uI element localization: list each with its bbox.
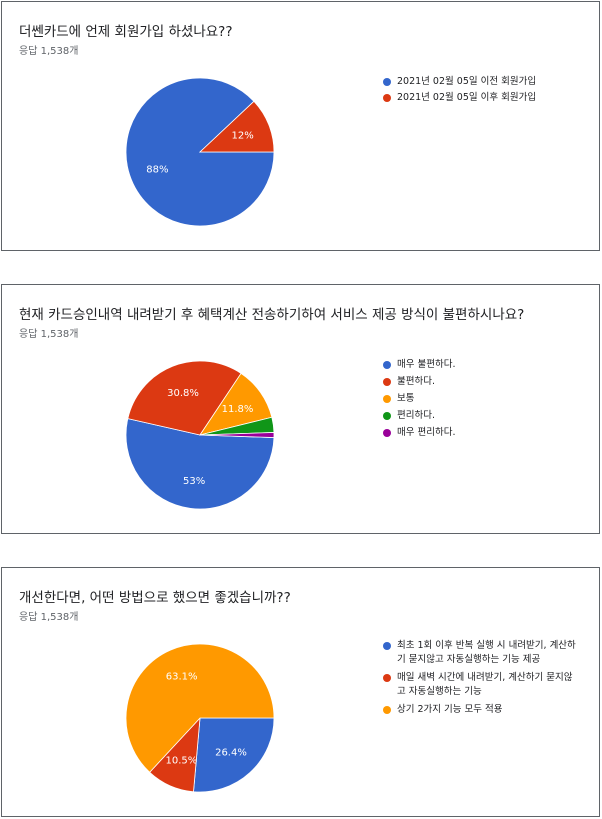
slice-label: 26.4% [215, 747, 247, 758]
legend-label: 상기 2가지 기능 모두 적용 [397, 704, 503, 715]
legend-item: 매일 새벽 시간에 내려받기, 계산하기 묻지않고 자동실행하는 기능 [383, 671, 579, 699]
chart-legend: 매우 불편하다. 불편하다. 보통 편리하다. 매우 편리하다. [383, 358, 579, 443]
legend-label: 불편하다. [397, 376, 435, 387]
question-title: 개선한다면, 어떤 방법으로 했으면 좋겠습니까?? [19, 590, 291, 606]
legend-swatch [383, 378, 391, 386]
slice-label: 88% [146, 164, 168, 175]
slice-label: 63.1% [166, 671, 198, 682]
legend-item: 최초 1회 이후 반복 실행 시 내려받기, 계산하기 묻지않고 자동실행하는 … [383, 639, 579, 667]
slice-label: 12% [232, 131, 254, 142]
legend-label: 보통 [397, 393, 415, 404]
legend-label: 2021년 02월 05일 이후 회원가입 [397, 92, 537, 103]
legend-label: 매우 편리하다. [397, 427, 456, 438]
legend-swatch [383, 674, 391, 682]
response-count: 응답 1,538개 [19, 612, 79, 623]
pie-slice [127, 360, 242, 436]
legend-label: 2021년 02월 05일 이전 회원가입 [397, 76, 537, 87]
legend-item: 불편하다. [383, 375, 579, 389]
chart-legend: 최초 1회 이후 반복 실행 시 내려받기, 계산하기 묻지않고 자동실행하는 … [383, 639, 579, 721]
legend-swatch [383, 395, 391, 403]
legend-item: 보통 [383, 392, 579, 406]
question-title: 현재 카드승인내역 내려받기 후 혜택계산 전송하기하여 서비스 제공 방식이 … [19, 307, 525, 323]
pie-slice [198, 100, 275, 153]
pie-slice [125, 418, 275, 510]
legend-item: 매우 편리하다. [383, 426, 579, 440]
legend-label: 최초 1회 이후 반복 실행 시 내려받기, 계산하기 묻지않고 자동실행하는 … [397, 640, 576, 665]
pie-slice [199, 432, 275, 438]
survey-card-2: 현재 카드승인내역 내려받기 후 혜택계산 전송하기하여 서비스 제공 방식이 … [1, 284, 600, 534]
response-count: 응답 1,538개 [19, 329, 79, 340]
legend-label: 매우 불편하다. [397, 359, 456, 370]
legend-swatch [383, 412, 391, 420]
legend-item: 편리하다. [383, 409, 579, 423]
legend-swatch [383, 429, 391, 437]
pie-slice [125, 643, 275, 773]
legend-item: 2021년 02월 05일 이후 회원가입 [383, 91, 579, 105]
slice-label: 11.8% [222, 404, 254, 415]
question-title: 더쎈카드에 언제 회원가입 하셨나요?? [19, 24, 233, 40]
slice-label: 30.8% [167, 388, 199, 399]
pie-slice [193, 717, 275, 793]
legend-swatch [383, 361, 391, 369]
survey-card-3: 개선한다면, 어떤 방법으로 했으면 좋겠습니까?? 응답 1,538개 26.… [1, 567, 600, 817]
pie-chart: 88% 12% [125, 77, 275, 227]
legend-swatch [383, 642, 391, 650]
legend-swatch [383, 706, 391, 714]
pie-chart: 26.4% 10.5% 63.1% [125, 643, 275, 793]
legend-item: 2021년 02월 05일 이전 회원가입 [383, 75, 579, 89]
slice-label: 53% [183, 476, 205, 487]
legend-item: 상기 2가지 기능 모두 적용 [383, 703, 579, 717]
response-count: 응답 1,538개 [19, 46, 79, 57]
legend-swatch [383, 78, 391, 86]
legend-label: 매일 새벽 시간에 내려받기, 계산하기 묻지않고 자동실행하는 기능 [397, 672, 573, 697]
pie-chart: 53% 30.8% 11.8% [125, 360, 275, 510]
legend-swatch [383, 94, 391, 102]
survey-card-1: 더쎈카드에 언제 회원가입 하셨나요?? 응답 1,538개 88% 12% 20… [1, 1, 600, 251]
slice-label: 10.5% [165, 755, 197, 766]
legend-item: 매우 불편하다. [383, 358, 579, 372]
chart-legend: 2021년 02월 05일 이전 회원가입 2021년 02월 05일 이후 회… [383, 75, 579, 107]
legend-label: 편리하다. [397, 410, 435, 421]
